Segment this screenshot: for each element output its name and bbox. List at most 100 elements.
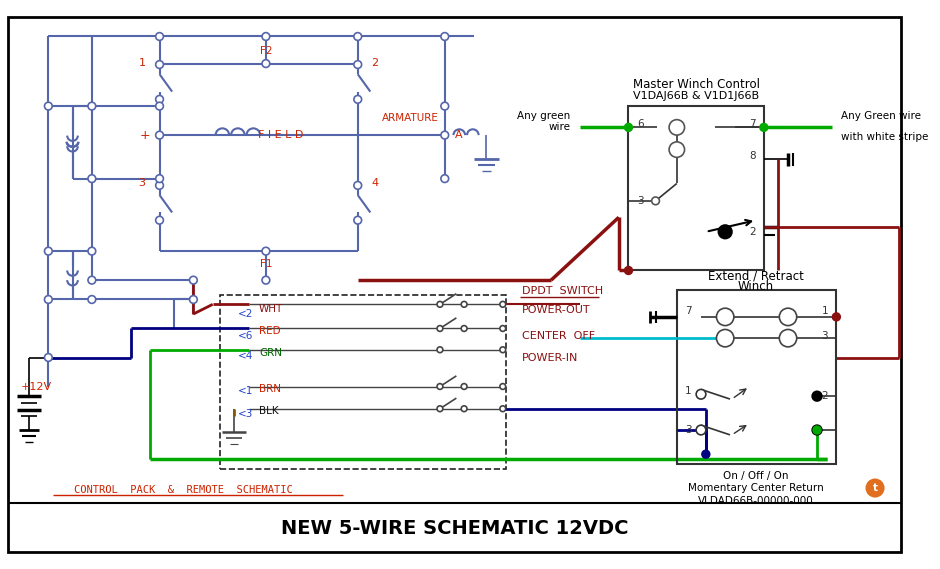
Text: V1DAJ66B & V1D1J66B: V1DAJ66B & V1D1J66B	[634, 92, 760, 101]
Text: <4: <4	[238, 351, 253, 361]
Text: Winch: Winch	[738, 281, 775, 294]
Circle shape	[651, 197, 660, 205]
Circle shape	[779, 329, 797, 347]
Text: BLK: BLK	[259, 406, 279, 416]
Circle shape	[669, 142, 684, 158]
Circle shape	[813, 426, 821, 434]
Bar	[221, 295, 506, 469]
Circle shape	[353, 182, 362, 189]
Text: 3: 3	[138, 179, 146, 188]
Text: 3: 3	[636, 196, 643, 206]
Circle shape	[500, 347, 506, 353]
Circle shape	[156, 175, 164, 183]
Text: Master Winch Control: Master Winch Control	[633, 79, 760, 92]
Circle shape	[718, 225, 732, 238]
Circle shape	[462, 325, 467, 331]
Text: wire: wire	[548, 122, 571, 133]
Text: <1: <1	[238, 386, 253, 397]
Text: +: +	[140, 129, 150, 142]
Circle shape	[156, 102, 164, 110]
Text: GRN: GRN	[259, 348, 282, 358]
Circle shape	[500, 406, 506, 411]
Text: NEW 5-WIRE SCHEMATIC 12VDC: NEW 5-WIRE SCHEMATIC 12VDC	[281, 519, 628, 538]
Circle shape	[88, 296, 96, 303]
Circle shape	[716, 329, 734, 347]
Circle shape	[44, 248, 53, 255]
Text: POWER-IN: POWER-IN	[522, 353, 578, 362]
Text: POWER-OUT: POWER-OUT	[522, 305, 590, 315]
Bar	[677, 290, 837, 464]
Circle shape	[262, 248, 270, 255]
Circle shape	[353, 96, 362, 103]
Text: t: t	[872, 483, 878, 493]
Text: On / Off / On: On / Off / On	[724, 472, 789, 481]
Text: CONTROL  PACK  &  REMOTE  SCHEMATIC: CONTROL PACK & REMOTE SCHEMATIC	[74, 485, 293, 495]
Circle shape	[262, 277, 270, 284]
Circle shape	[262, 32, 270, 40]
Text: WHT: WHT	[259, 304, 283, 314]
Circle shape	[156, 182, 164, 189]
Circle shape	[500, 302, 506, 307]
Text: 7: 7	[685, 306, 692, 316]
Circle shape	[500, 384, 506, 389]
Circle shape	[669, 119, 684, 135]
Text: +12V: +12V	[22, 381, 53, 391]
Circle shape	[44, 102, 53, 110]
Circle shape	[44, 296, 53, 303]
Text: 3: 3	[685, 425, 692, 435]
Text: Any green: Any green	[517, 111, 571, 121]
Text: 1: 1	[138, 57, 146, 68]
Text: 1: 1	[822, 306, 828, 316]
Text: with white stripe: with white stripe	[841, 132, 929, 142]
Circle shape	[44, 353, 53, 361]
Circle shape	[156, 96, 164, 103]
Text: Extend / Retract: Extend / Retract	[708, 270, 804, 283]
Text: RED: RED	[259, 327, 281, 336]
Text: 6: 6	[636, 118, 643, 129]
Circle shape	[697, 389, 706, 399]
Text: <3: <3	[238, 409, 253, 419]
Circle shape	[716, 308, 734, 325]
Circle shape	[437, 325, 443, 331]
Text: 1: 1	[685, 386, 692, 397]
Circle shape	[441, 131, 448, 139]
Text: Momentary Center Return: Momentary Center Return	[688, 483, 824, 493]
Text: VLDAD66B-00000-000: VLDAD66B-00000-000	[698, 496, 814, 506]
Circle shape	[353, 216, 362, 224]
Circle shape	[697, 425, 706, 435]
Circle shape	[462, 384, 467, 389]
Circle shape	[262, 60, 270, 68]
Circle shape	[353, 32, 362, 40]
Circle shape	[156, 131, 164, 139]
Text: 4: 4	[371, 179, 379, 188]
Circle shape	[812, 391, 822, 401]
Circle shape	[812, 425, 822, 435]
Circle shape	[462, 302, 467, 307]
Text: <6: <6	[238, 331, 253, 341]
Text: F2: F2	[259, 46, 273, 56]
Circle shape	[437, 384, 443, 389]
Text: 2: 2	[822, 391, 828, 401]
Text: CENTER  OFF: CENTER OFF	[522, 331, 595, 341]
Text: A: A	[455, 130, 462, 140]
Circle shape	[437, 302, 443, 307]
Circle shape	[833, 313, 840, 321]
Circle shape	[88, 248, 96, 255]
Circle shape	[190, 296, 197, 303]
Text: F I E L D: F I E L D	[258, 130, 303, 140]
Circle shape	[156, 61, 164, 68]
Circle shape	[441, 102, 448, 110]
Circle shape	[437, 347, 443, 353]
Circle shape	[88, 175, 96, 183]
Circle shape	[624, 267, 633, 274]
Circle shape	[760, 123, 768, 131]
Text: 7: 7	[749, 118, 756, 129]
Text: ARMATURE: ARMATURE	[382, 113, 439, 123]
Circle shape	[779, 308, 797, 325]
Circle shape	[500, 325, 506, 331]
Circle shape	[88, 277, 96, 284]
Circle shape	[190, 277, 197, 284]
Circle shape	[156, 32, 164, 40]
Text: 8: 8	[749, 151, 756, 162]
Circle shape	[462, 406, 467, 411]
